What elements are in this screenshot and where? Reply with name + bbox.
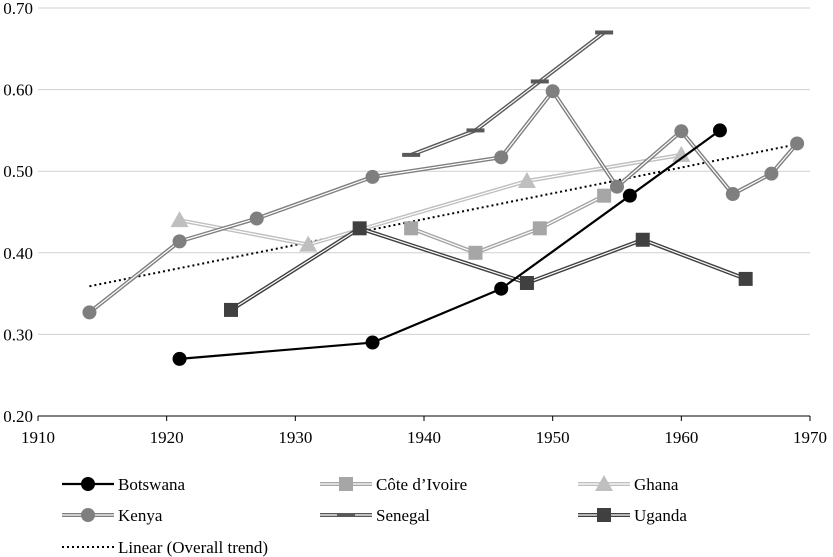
legend-marker-botswana	[81, 477, 95, 491]
series-cote-d-ivoire	[404, 188, 612, 260]
data-point-botswana	[365, 335, 380, 350]
legend-item-botswana: Botswana	[62, 475, 186, 494]
legend-item-uganda: Uganda	[578, 506, 687, 525]
data-point-kenya	[790, 136, 805, 151]
data-point-ghana	[299, 235, 318, 252]
legend-label-kenya: Kenya	[118, 506, 163, 525]
legend-marker-ghana	[595, 475, 613, 491]
series-line-senegal-inner	[410, 32, 605, 156]
series-line-senegal-outline	[410, 30, 606, 157]
x-tick-label: 1920	[150, 428, 184, 447]
data-point-cote-d-ivoire	[597, 188, 612, 203]
data-point-kenya	[725, 187, 740, 202]
y-tick-label: 0.20	[3, 407, 33, 426]
data-point-uganda	[635, 232, 650, 247]
legend-item-kenya: Kenya	[62, 506, 163, 525]
data-point-cote-d-ivoire	[468, 245, 483, 260]
legend-label-ghana: Ghana	[634, 475, 679, 494]
legend-item-senegal: Senegal	[320, 506, 430, 525]
series-kenya	[82, 84, 805, 320]
data-point-uganda	[519, 275, 534, 290]
legend-label-uganda: Uganda	[634, 506, 687, 525]
data-point-kenya	[365, 169, 380, 184]
data-point-botswana	[622, 188, 637, 203]
series-line-cote-d-ivoire-inner	[410, 195, 605, 254]
y-tick-label: 0.70	[3, 0, 33, 18]
x-tick-label: 1970	[793, 428, 827, 447]
data-point-ghana	[672, 145, 691, 162]
series-line-kenya-inner	[89, 90, 798, 313]
x-tick-label: 1940	[407, 428, 441, 447]
series-uganda	[224, 221, 753, 317]
series-botswana	[172, 123, 727, 366]
data-point-kenya	[172, 234, 187, 249]
data-point-cote-d-ivoire	[404, 221, 419, 236]
legend-marker-senegal	[337, 513, 355, 517]
legend: Botswana Côte d’Ivoire Ghana Kenya Senegal Ug…	[62, 475, 687, 557]
data-point-kenya	[764, 166, 779, 181]
legend-item-trend: Linear (Overall trend)	[62, 538, 268, 557]
data-point-ghana	[517, 171, 536, 188]
gridlines	[38, 7, 810, 335]
legend-marker-kenya	[81, 508, 95, 522]
data-point-uganda	[224, 302, 238, 317]
trend-line	[89, 143, 798, 288]
data-point-botswana	[494, 281, 509, 296]
data-point-senegal	[595, 30, 614, 35]
legend-label-trend: Linear (Overall trend)	[118, 538, 268, 557]
legend-item-cote-d-ivoire: Côte d’Ivoire	[320, 475, 467, 494]
data-point-kenya	[494, 150, 509, 165]
x-tick-label: 1950	[536, 428, 570, 447]
y-tick-label: 0.40	[3, 244, 33, 263]
legend-marker-uganda	[597, 508, 611, 522]
y-tick-label: 0.60	[3, 81, 33, 100]
y-tick-label: 0.30	[3, 325, 33, 344]
legend-label-senegal: Senegal	[376, 506, 430, 525]
data-point-kenya	[82, 305, 97, 320]
data-point-uganda	[738, 271, 753, 286]
data-point-kenya	[249, 211, 264, 226]
x-tick-label: 1930	[278, 428, 312, 447]
series-line-kenya-outline	[88, 89, 799, 314]
data-point-senegal	[530, 79, 549, 84]
data-point-senegal	[402, 152, 421, 157]
data-point-senegal	[466, 128, 485, 133]
series-senegal	[402, 30, 614, 157]
axes	[37, 415, 811, 421]
data-point-cote-d-ivoire	[532, 221, 547, 236]
data-point-kenya	[610, 179, 624, 194]
tick-labels: 0.20 0.30 0.40 0.50 0.60 0.70 1910 1920 1930 1940…	[3, 0, 827, 447]
data-point-ghana	[170, 211, 189, 228]
legend-item-ghana: Ghana	[578, 475, 679, 494]
legend-marker-cote-d-ivoire	[339, 477, 353, 491]
data-point-uganda	[352, 221, 367, 236]
data-point-botswana	[172, 351, 187, 366]
legend-label-botswana: Botswana	[118, 475, 186, 494]
x-tick-label: 1960	[664, 428, 698, 447]
legend-label-cote-d-ivoire: Côte d’Ivoire	[376, 475, 467, 494]
data-point-kenya	[674, 124, 689, 139]
y-tick-label: 0.50	[3, 162, 33, 181]
x-tick-label: 1910	[21, 428, 55, 447]
data-point-botswana	[712, 123, 727, 138]
trend-layer	[89, 143, 798, 288]
series-layer	[82, 30, 805, 366]
data-point-kenya	[545, 84, 560, 99]
